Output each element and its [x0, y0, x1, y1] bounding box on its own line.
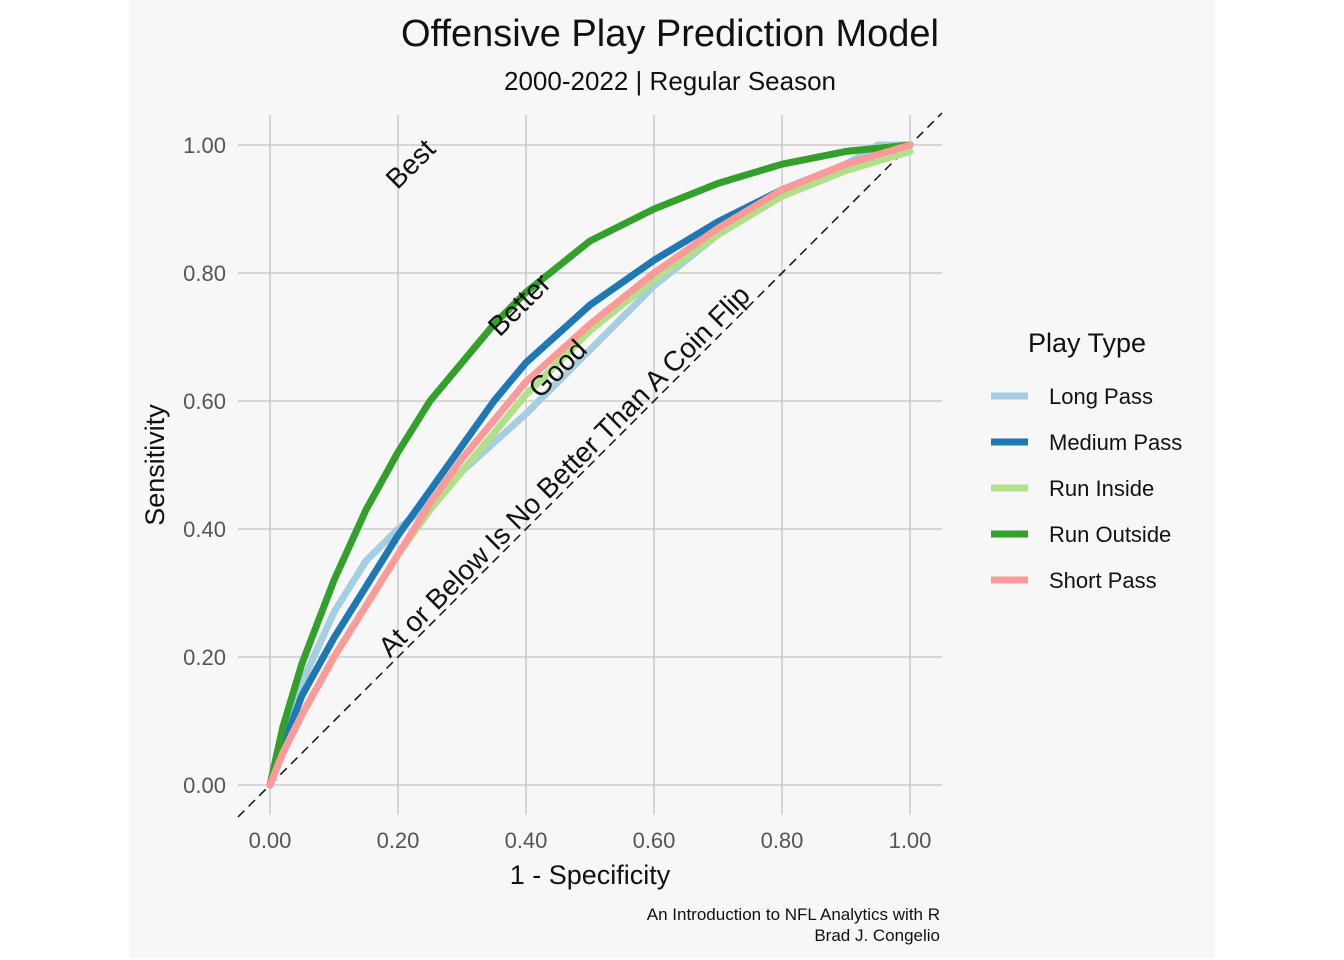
annotation-label: Better [482, 267, 557, 342]
x-tick-label: 0.20 [377, 828, 420, 853]
roc-series [266, 141, 914, 789]
caption-line-1: An Introduction to NFL Analytics with R [647, 905, 940, 924]
y-tick-label: 0.00 [183, 773, 226, 798]
legend-label: Run Outside [1049, 522, 1171, 547]
x-tick-label: 1.00 [889, 828, 932, 853]
coin-flip-reference-line [237, 112, 943, 818]
legend-label: Medium Pass [1049, 430, 1182, 455]
y-tick-label: 1.00 [183, 133, 226, 158]
chart-subtitle: 2000-2022 | Regular Season [504, 66, 836, 96]
caption-line-2: Brad J. Congelio [814, 926, 940, 945]
legend-label: Run Inside [1049, 476, 1154, 501]
x-axis-title: 1 - Specificity [510, 860, 671, 890]
x-tick-label: 0.00 [249, 828, 292, 853]
annotation-label: At or Below Is No Better Than A Coin Fli… [372, 279, 756, 663]
axis-ticks: 0.00 0.20 0.40 0.60 0.80 1.00 0.00 0.20 0.40 0.60… [183, 133, 931, 853]
series-line-run-outside [266, 141, 914, 789]
x-tick-label: 0.80 [761, 828, 804, 853]
x-tick-label: 0.60 [633, 828, 676, 853]
annotation-label: Good [523, 334, 593, 404]
legend-label: Long Pass [1049, 384, 1153, 409]
chart-title: Offensive Play Prediction Model [401, 13, 939, 55]
x-tick-label: 0.40 [505, 828, 548, 853]
legend: Play Type Long Pass Medium Pass Run Inside… [991, 328, 1182, 593]
legend-label: Short Pass [1049, 568, 1157, 593]
plot-background [129, 0, 1215, 958]
annotation-label: Best [380, 133, 442, 195]
y-axis-title: Sensitivity [140, 404, 170, 526]
legend-title: Play Type [1028, 328, 1146, 358]
y-tick-label: 0.20 [183, 645, 226, 670]
y-tick-label: 0.40 [183, 517, 226, 542]
series-line-short-pass [266, 141, 914, 789]
y-tick-label: 0.80 [183, 261, 226, 286]
y-tick-label: 0.60 [183, 389, 226, 414]
